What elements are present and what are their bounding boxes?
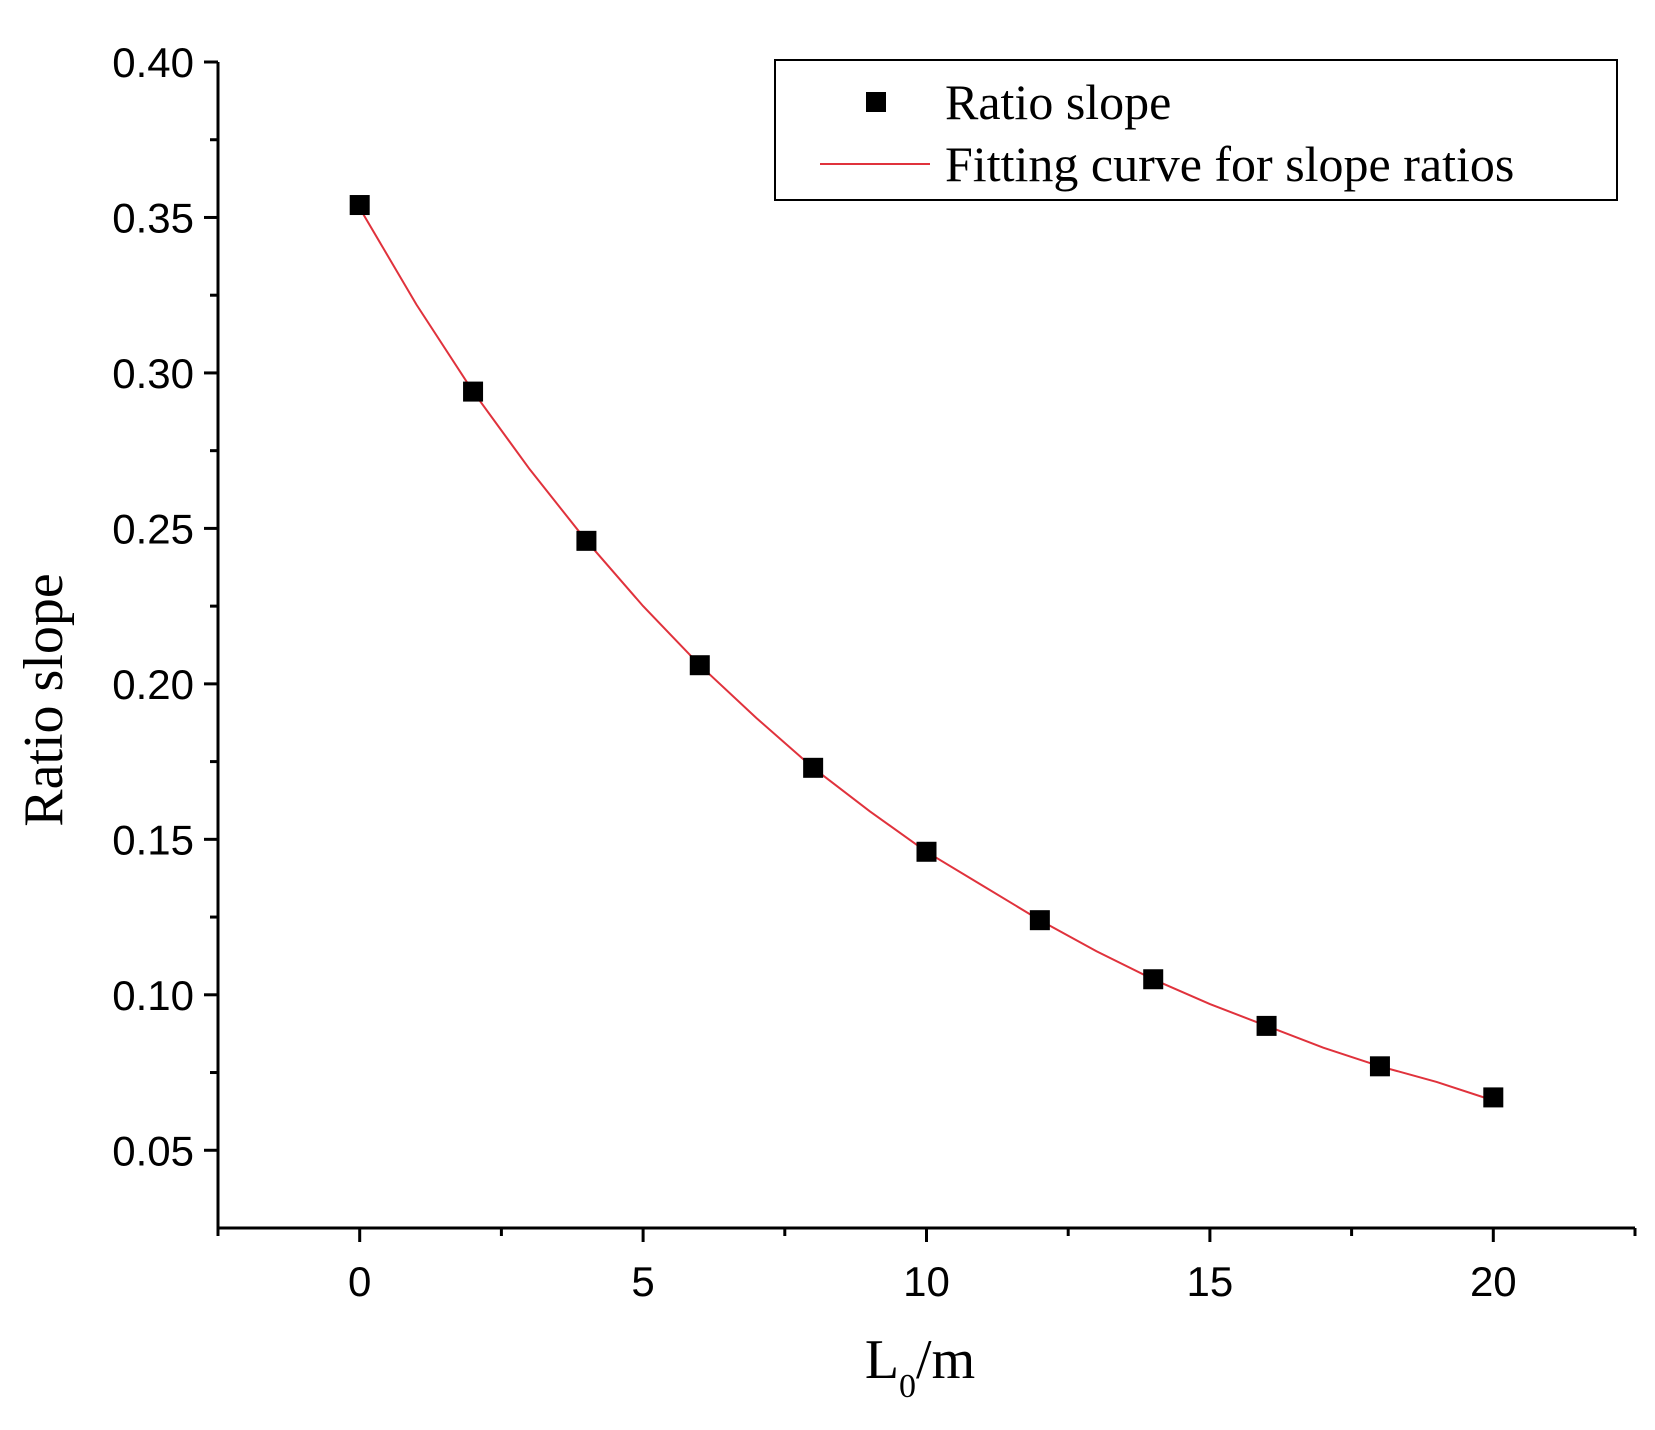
x-axis-title: L0/m [865, 1329, 975, 1405]
data-point [463, 381, 484, 402]
legend-box [774, 59, 1618, 201]
data-point [1483, 1087, 1504, 1108]
legend-marker-square [866, 92, 886, 112]
x-tick-label: 15 [1187, 1258, 1234, 1305]
x-axis-title-subscript: 0 [899, 1368, 916, 1405]
data-point [689, 655, 710, 676]
legend: Ratio slope Fitting curve for slope ratio… [774, 59, 1618, 201]
data-point [349, 195, 370, 216]
x-axis-title-main: L [865, 1329, 899, 1391]
data-point [803, 757, 824, 778]
y-tick-label: 0.40 [112, 39, 194, 86]
x-tick-label: 0 [348, 1258, 371, 1305]
legend-label: Ratio slope [945, 74, 1171, 130]
y-tick-label: 0.15 [112, 816, 194, 863]
legend-label: Fitting curve for slope ratios [945, 136, 1514, 192]
y-tick-label: 0.25 [112, 505, 194, 552]
x-tick-label: 20 [1470, 1258, 1517, 1305]
x-axis-title-unit: /m [916, 1329, 975, 1391]
y-tick-label: 0.05 [112, 1127, 194, 1174]
y-tick-label: 0.30 [112, 350, 194, 397]
data-point [1369, 1056, 1390, 1077]
y-tick-label: 0.10 [112, 972, 194, 1019]
y-axis-title: Ratio slope [13, 573, 75, 827]
data-point [1256, 1015, 1277, 1036]
y-tick-label: 0.20 [112, 661, 194, 708]
data-point [576, 530, 597, 551]
x-tick-label: 10 [903, 1258, 950, 1305]
data-point [1029, 910, 1050, 931]
y-tick-label: 0.35 [112, 194, 194, 241]
data-point [916, 841, 937, 862]
fit-curve-line [358, 207, 1494, 1102]
plot-area [349, 195, 1504, 1108]
data-point [1143, 969, 1164, 990]
x-tick-label: 5 [631, 1258, 654, 1305]
axes: 0.05 0.10 0.15 0.20 0.25 0.30 0.35 0.40 0 5 10 15 20 [112, 39, 1637, 1305]
